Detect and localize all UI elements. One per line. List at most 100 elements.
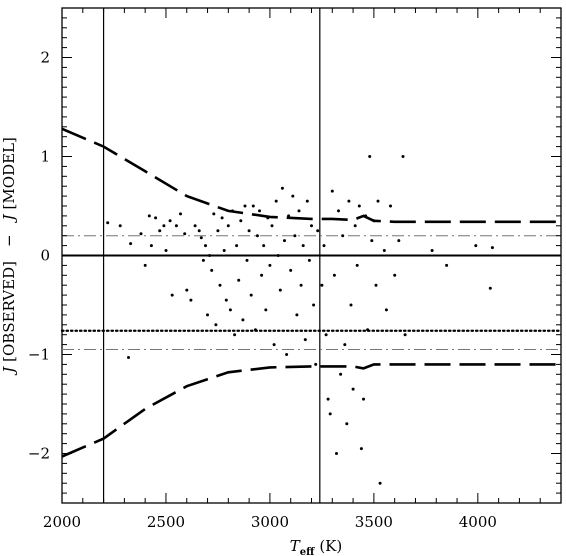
data-point-73 <box>307 258 311 262</box>
data-point-75 <box>312 303 316 307</box>
data-point-13 <box>170 293 174 297</box>
data-point-37 <box>233 333 237 337</box>
data-point-115 <box>445 263 449 267</box>
data-point-107 <box>382 249 386 252</box>
data-point-20 <box>197 229 201 233</box>
data-point-46 <box>251 204 255 208</box>
data-point-35 <box>228 308 232 312</box>
data-point-104 <box>374 283 378 287</box>
data-point-45 <box>249 293 253 297</box>
data-point-60 <box>280 186 284 190</box>
data-point-61 <box>283 239 286 243</box>
data-point-2 <box>127 356 130 359</box>
data-point-21 <box>199 236 203 240</box>
data-point-44 <box>247 229 251 233</box>
data-point-66 <box>293 234 297 238</box>
data-point-5 <box>143 263 147 267</box>
data-point-58 <box>276 254 280 257</box>
data-point-68 <box>297 209 301 213</box>
data-point-22 <box>201 258 205 262</box>
data-point-3 <box>129 242 133 246</box>
data-point-7 <box>149 244 153 248</box>
y-tick-label-2: 0 <box>40 247 50 265</box>
data-point-50 <box>260 273 264 277</box>
data-point-103 <box>372 219 376 223</box>
data-point-101 <box>368 155 372 158</box>
data-point-118 <box>490 246 494 250</box>
data-point-57 <box>274 199 278 203</box>
data-point-59 <box>278 288 282 292</box>
data-point-27 <box>212 212 216 216</box>
data-point-32 <box>222 249 226 252</box>
data-point-70 <box>301 244 305 248</box>
data-point-8 <box>154 216 158 220</box>
data-point-99 <box>364 214 368 218</box>
data-point-63 <box>287 214 291 218</box>
data-point-117 <box>488 286 492 290</box>
data-point-95 <box>355 263 359 267</box>
data-point-100 <box>366 328 370 332</box>
data-point-114 <box>430 249 434 252</box>
data-point-84 <box>332 273 336 277</box>
data-point-12 <box>168 219 172 223</box>
x-axis-label: Teff (K) <box>290 537 343 556</box>
y-axis-prefix: J <box>0 366 18 376</box>
data-point-55 <box>270 224 274 228</box>
data-point-102 <box>370 239 374 243</box>
data-point-69 <box>299 283 303 287</box>
data-point-65 <box>291 194 295 198</box>
data-point-108 <box>384 308 388 312</box>
data-point-24 <box>206 313 209 317</box>
data-point-51 <box>262 244 266 248</box>
data-point-67 <box>295 313 299 317</box>
data-point-29 <box>216 229 220 233</box>
data-point-56 <box>272 343 276 347</box>
x-tick-labels: 2000 2500 3000 3500 4000 <box>43 513 497 531</box>
data-point-49 <box>258 209 261 213</box>
data-point-53 <box>266 216 270 220</box>
data-point-83 <box>330 189 334 193</box>
data-point-26 <box>210 268 214 272</box>
data-points <box>106 155 494 485</box>
x-axis-symbol: T <box>290 537 301 555</box>
y-tick-label-3: 1 <box>40 148 50 166</box>
data-point-98 <box>362 397 365 401</box>
data-point-1 <box>118 224 122 228</box>
data-point-9 <box>158 229 162 233</box>
data-point-72 <box>305 199 309 203</box>
data-point-18 <box>189 298 193 302</box>
data-point-71 <box>303 338 307 342</box>
data-point-19 <box>193 224 197 228</box>
data-point-34 <box>226 224 230 228</box>
data-point-96 <box>357 204 361 208</box>
data-point-38 <box>235 244 239 248</box>
y-tick-label-0: −2 <box>28 445 50 463</box>
data-point-23 <box>204 244 207 248</box>
data-point-82 <box>328 412 332 416</box>
reference-lines <box>60 8 563 503</box>
y-axis-bracket-model: [MODEL] <box>0 137 18 209</box>
data-point-25 <box>208 254 212 257</box>
data-point-64 <box>289 268 293 272</box>
data-point-62 <box>285 353 289 356</box>
data-point-86 <box>337 209 340 213</box>
data-point-33 <box>224 298 228 302</box>
data-point-109 <box>389 204 392 208</box>
data-point-42 <box>243 204 247 208</box>
data-point-113 <box>403 333 407 337</box>
data-point-92 <box>349 303 353 307</box>
y-tick-labels: −2 −1 0 1 2 <box>28 49 50 463</box>
data-point-54 <box>268 263 272 267</box>
data-point-89 <box>343 343 347 347</box>
data-point-14 <box>174 224 178 228</box>
y-tick-label-4: 2 <box>40 49 50 67</box>
data-point-17 <box>185 288 189 292</box>
x-tick-label-2000: 2000 <box>43 513 81 531</box>
data-point-78 <box>320 283 324 287</box>
data-point-76 <box>314 362 318 366</box>
data-point-85 <box>335 452 338 455</box>
data-point-52 <box>264 308 268 312</box>
data-point-106 <box>378 481 382 485</box>
